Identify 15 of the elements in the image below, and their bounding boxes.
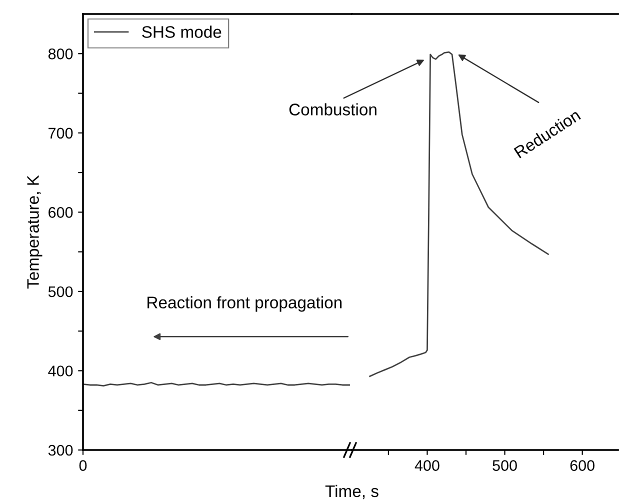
y-tick-label: 700: [48, 128, 73, 139]
y-tick-label: 800: [48, 48, 73, 60]
x-tick-label: 400: [414, 460, 440, 471]
y-axis-title: Temperature, K: [27, 175, 42, 289]
y-tick-label: 300: [48, 444, 73, 456]
annotation: Reaction front propagation: [148, 296, 342, 312]
annotation: Combustion: [289, 103, 376, 116]
y-tick-label: 400: [48, 366, 73, 376]
x-axis-title: Time, s: [325, 484, 378, 500]
x-tick-label: 500: [492, 460, 517, 471]
x-tick-label: 0: [79, 460, 87, 471]
legend-label: SHS mode: [142, 26, 222, 38]
x-tick-label: 600: [570, 460, 594, 471]
y-tick-label: 600: [48, 207, 73, 218]
y-tick-label: 500: [48, 286, 73, 298]
